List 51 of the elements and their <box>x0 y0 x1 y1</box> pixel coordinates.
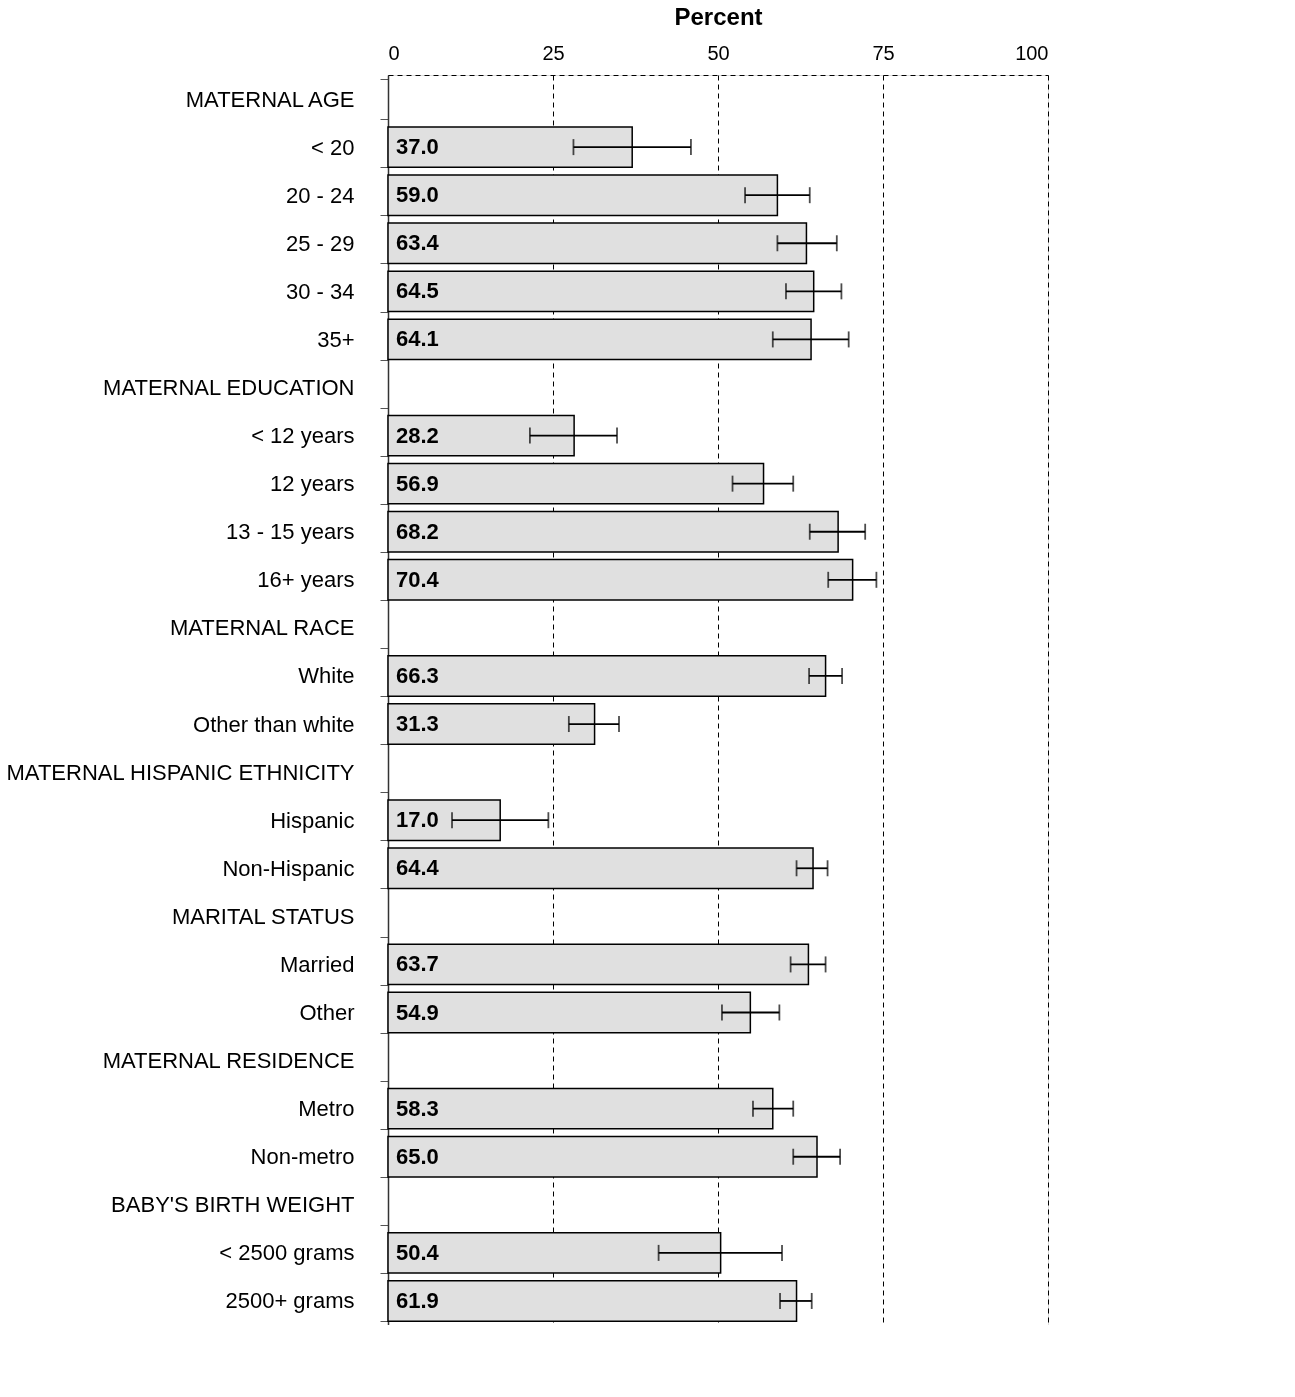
data-label: 63.7 <box>396 951 439 977</box>
y-tick-label: 2500+ grams <box>225 1288 355 1314</box>
y-tick-label: Hispanic <box>270 807 355 833</box>
data-label: 65.0 <box>396 1143 439 1169</box>
data-label: 58.3 <box>396 1095 439 1121</box>
y-tick-label: Married <box>279 951 355 977</box>
y-tick-label: 12 years <box>270 471 355 497</box>
data-label: 64.4 <box>396 855 440 881</box>
y-tick-label: < 2500 grams <box>219 1240 355 1266</box>
y-tick-label: 16+ years <box>257 567 355 593</box>
data-label: 63.4 <box>396 230 440 256</box>
data-label: 56.9 <box>396 470 439 496</box>
y-tick-label: MATERNAL EDUCATION <box>103 375 355 400</box>
data-label: 37.0 <box>396 134 439 160</box>
x-tick-label: 50 <box>707 41 730 64</box>
data-label: 68.2 <box>396 518 439 544</box>
y-tick-label: < 12 years <box>251 423 355 449</box>
data-label: 64.1 <box>396 326 439 352</box>
data-label: 59.0 <box>396 182 439 208</box>
y-tick-label: < 20 <box>311 134 355 160</box>
y-tick-label: MATERNAL RACE <box>169 615 355 641</box>
data-label: 66.3 <box>396 662 439 688</box>
x-tick-label: 100 <box>1015 41 1049 64</box>
y-tick-label: Non-Hispanic <box>222 855 355 881</box>
y-tick-label: MARITAL STATUS <box>171 903 355 929</box>
y-tick-label: Other <box>299 1000 355 1025</box>
y-tick-label: MATERNAL HISPANIC ETHNICITY <box>6 759 355 785</box>
y-tick-label: 30 - 34 <box>286 278 355 304</box>
y-tick-label: MATERNAL RESIDENCE <box>102 1048 355 1074</box>
data-label: 61.9 <box>396 1287 439 1313</box>
y-tick-label: Non-metro <box>250 1144 355 1170</box>
y-tick-label: 13 - 15 years <box>226 519 355 545</box>
x-tick-label: 0 <box>388 41 400 64</box>
data-label: 70.4 <box>396 566 440 592</box>
y-tick-label: BABY'S BIRTH WEIGHT <box>111 1192 355 1218</box>
data-label: 64.5 <box>396 278 439 304</box>
y-tick-label: Other than white <box>193 711 355 737</box>
y-tick-label: MATERNAL AGE <box>185 86 355 112</box>
y-tick-label: 25 - 29 <box>286 230 355 256</box>
data-label: 28.2 <box>396 422 439 448</box>
x-tick-label: 75 <box>872 41 895 64</box>
data-label: 17.0 <box>396 807 439 833</box>
y-tick-label: Metro <box>298 1096 355 1122</box>
x-tick-label: 25 <box>542 41 565 64</box>
data-label: 50.4 <box>396 1239 440 1265</box>
x-axis-title: Percent <box>674 2 763 30</box>
data-label: 54.9 <box>396 999 439 1025</box>
y-tick-label: White <box>298 663 355 689</box>
y-tick-label: 20 - 24 <box>286 182 355 208</box>
data-label: 31.3 <box>396 711 439 737</box>
y-tick-label: 35+ <box>317 326 355 352</box>
